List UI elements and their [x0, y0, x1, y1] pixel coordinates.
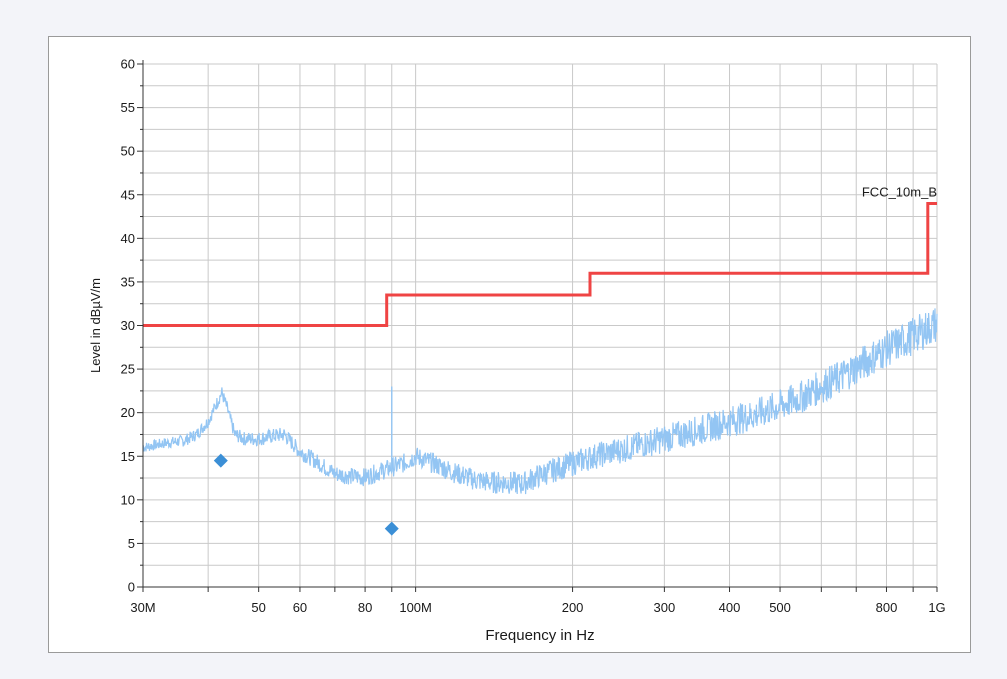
- x-tick-label: 1G: [928, 600, 945, 615]
- x-tick-label: 300: [654, 600, 676, 615]
- y-axis-title: Level in dBµV/m: [88, 278, 103, 373]
- x-tick-label: 400: [719, 600, 741, 615]
- y-tick-label: 55: [121, 100, 135, 115]
- final-measurement-layer: [213, 453, 399, 536]
- final-measurement-point: [213, 453, 228, 468]
- x-tick-label: 200: [562, 600, 584, 615]
- y-tick-label: 0: [128, 580, 135, 595]
- limit-line-layer: [143, 202, 937, 327]
- emission-chart: 0 5 10 15 20 25 30 35 40 45 50 55 60 30M 50 60 80 100M 200…: [88, 57, 946, 645]
- x-tick-label: 800: [876, 600, 898, 615]
- axes: [137, 60, 938, 592]
- y-tick-label: 5: [128, 536, 135, 551]
- y-tick-label: 40: [121, 231, 135, 246]
- x-tick-label: 30M: [130, 600, 155, 615]
- final-measurement-point: [384, 521, 399, 536]
- limit-line-label: FCC_10m_B: [862, 184, 937, 199]
- chart-panel: 0 5 10 15 20 25 30 35 40 45 50 55 60 30M 50 60 80 100M 200…: [48, 36, 971, 653]
- y-tick-label: 30: [121, 318, 135, 333]
- scan-trace-layer: [142, 308, 938, 495]
- y-tick-label: 20: [121, 405, 135, 420]
- y-tick-label: 25: [121, 362, 135, 377]
- x-tick-label: 500: [769, 600, 791, 615]
- limit-line: [143, 202, 937, 327]
- x-axis-title: Frequency in Hz: [485, 627, 594, 644]
- axis-labels: 0 5 10 15 20 25 30 35 40 45 50 55 60 30M 50 60 80 100M 200…: [121, 57, 946, 616]
- x-tick-label: 100M: [399, 600, 432, 615]
- x-tick-label: 60: [293, 600, 307, 615]
- scan-trace: [142, 308, 938, 495]
- y-tick-label: 15: [121, 449, 135, 464]
- x-tick-label: 80: [358, 600, 372, 615]
- y-tick-label: 35: [121, 274, 135, 289]
- y-tick-label: 50: [121, 144, 135, 159]
- y-tick-label: 60: [121, 57, 135, 72]
- y-tick-label: 45: [121, 187, 135, 202]
- y-tick-label: 10: [121, 492, 135, 507]
- x-tick-label: 50: [251, 600, 265, 615]
